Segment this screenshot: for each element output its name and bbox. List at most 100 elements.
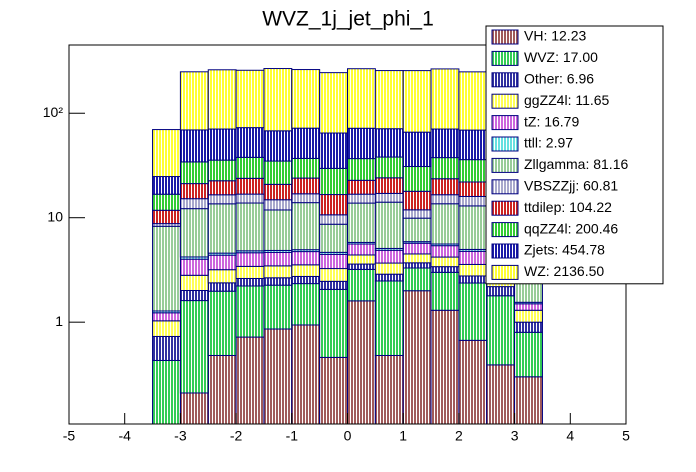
bar-segment (152, 320, 181, 337)
bar-segment (235, 69, 265, 129)
bar-segment (402, 166, 432, 192)
bar-segment (235, 336, 265, 425)
bar-segment (291, 251, 321, 266)
bar-segment (235, 252, 265, 267)
x-tick-label: 2 (455, 428, 463, 444)
x-tick-label: 5 (622, 428, 630, 444)
bar-segment (514, 331, 543, 378)
legend-swatch (491, 157, 519, 173)
legend-label: Other: 6.96 (524, 71, 594, 87)
legend-swatch (491, 243, 519, 259)
bar-segment (263, 284, 293, 330)
bar-segment (291, 283, 321, 326)
bar-segment (374, 249, 404, 264)
bar-segment (319, 223, 348, 253)
bar-segment (319, 214, 348, 225)
bar-segment (486, 295, 516, 366)
x-tick-label: -2 (230, 428, 243, 444)
bar-segment (152, 176, 181, 195)
bar-segment (402, 190, 432, 211)
bar-segment (235, 127, 265, 158)
bar-segment (402, 217, 432, 243)
legend-label: VH: 12.23 (524, 28, 586, 44)
bar-segment (179, 300, 209, 394)
bar-segment (207, 194, 237, 205)
legend-label: ttdilep: 104.22 (524, 199, 612, 215)
bar-segment (235, 156, 265, 179)
bar-segment (319, 132, 348, 169)
x-tick-label: 0 (344, 428, 352, 444)
bar-segment (430, 245, 460, 258)
bar-segment (347, 68, 376, 129)
x-tick-label: -5 (63, 428, 76, 444)
bar-segment (347, 243, 376, 256)
bar-segment (458, 339, 488, 425)
x-tick-label: -4 (118, 428, 131, 444)
bar-segment (374, 70, 404, 130)
legend-swatch (491, 115, 519, 131)
bar-segment (263, 160, 293, 185)
bar-segment (430, 309, 460, 425)
bar-segment (263, 199, 293, 211)
bar-segment (319, 194, 348, 216)
bar-segment (430, 256, 460, 268)
bar-segment (347, 263, 376, 270)
bar-segment (291, 69, 321, 129)
bar-segment (374, 273, 404, 282)
legend-swatch (491, 50, 519, 66)
bar-segment (430, 266, 460, 273)
y-tick-label: 1 (55, 313, 63, 329)
bar-segment (263, 130, 293, 162)
bar-segment (458, 195, 488, 207)
bar-segment (458, 250, 488, 265)
bar-segment (179, 208, 209, 258)
bar-segment (430, 157, 460, 180)
bar-segment (179, 161, 209, 185)
bar-segment (319, 253, 348, 270)
bar-segment (347, 268, 376, 302)
legend-label: tZ: 16.79 (524, 113, 579, 129)
bar-segment (402, 242, 432, 255)
bar-segment (430, 178, 460, 196)
bar-segment (347, 202, 376, 243)
bar-segment (179, 258, 209, 276)
legend-swatch (491, 264, 519, 280)
bar-segment (374, 128, 404, 158)
bar-segment (458, 129, 488, 161)
bar-segment (347, 193, 376, 204)
bar-segment (152, 312, 181, 322)
bar-segment (402, 290, 432, 425)
bar-segment (374, 201, 404, 249)
bar-segment (291, 324, 321, 425)
bar-segment (430, 68, 460, 130)
bar-segment (319, 167, 348, 196)
bar-segment (207, 282, 237, 292)
bar-segment (291, 264, 321, 277)
y-tick-label: 10² (43, 104, 64, 120)
legend-box (485, 25, 664, 285)
bar-segment (402, 253, 432, 264)
bar-segment (514, 321, 543, 333)
bar-segment (207, 290, 237, 356)
bar-segment (347, 127, 376, 160)
bar-segment (263, 68, 293, 132)
legend-swatch (491, 179, 519, 195)
bar-segment (319, 72, 348, 134)
bar-segment (374, 354, 404, 425)
bar-segment (402, 209, 432, 219)
bar-segment (207, 128, 237, 161)
legend-swatch (491, 93, 519, 109)
bar-segment (152, 335, 181, 361)
bar-segment (179, 198, 209, 210)
bar-segment (430, 203, 460, 245)
bar-segment (402, 70, 432, 133)
bar-segment (152, 129, 181, 178)
bar-segment (207, 69, 237, 130)
legend-swatch (491, 200, 519, 216)
bar-segment (291, 127, 321, 159)
bar-segment (374, 156, 404, 179)
bar-segment (402, 267, 432, 292)
bar-segment (235, 277, 265, 287)
bar-segment (374, 177, 404, 194)
